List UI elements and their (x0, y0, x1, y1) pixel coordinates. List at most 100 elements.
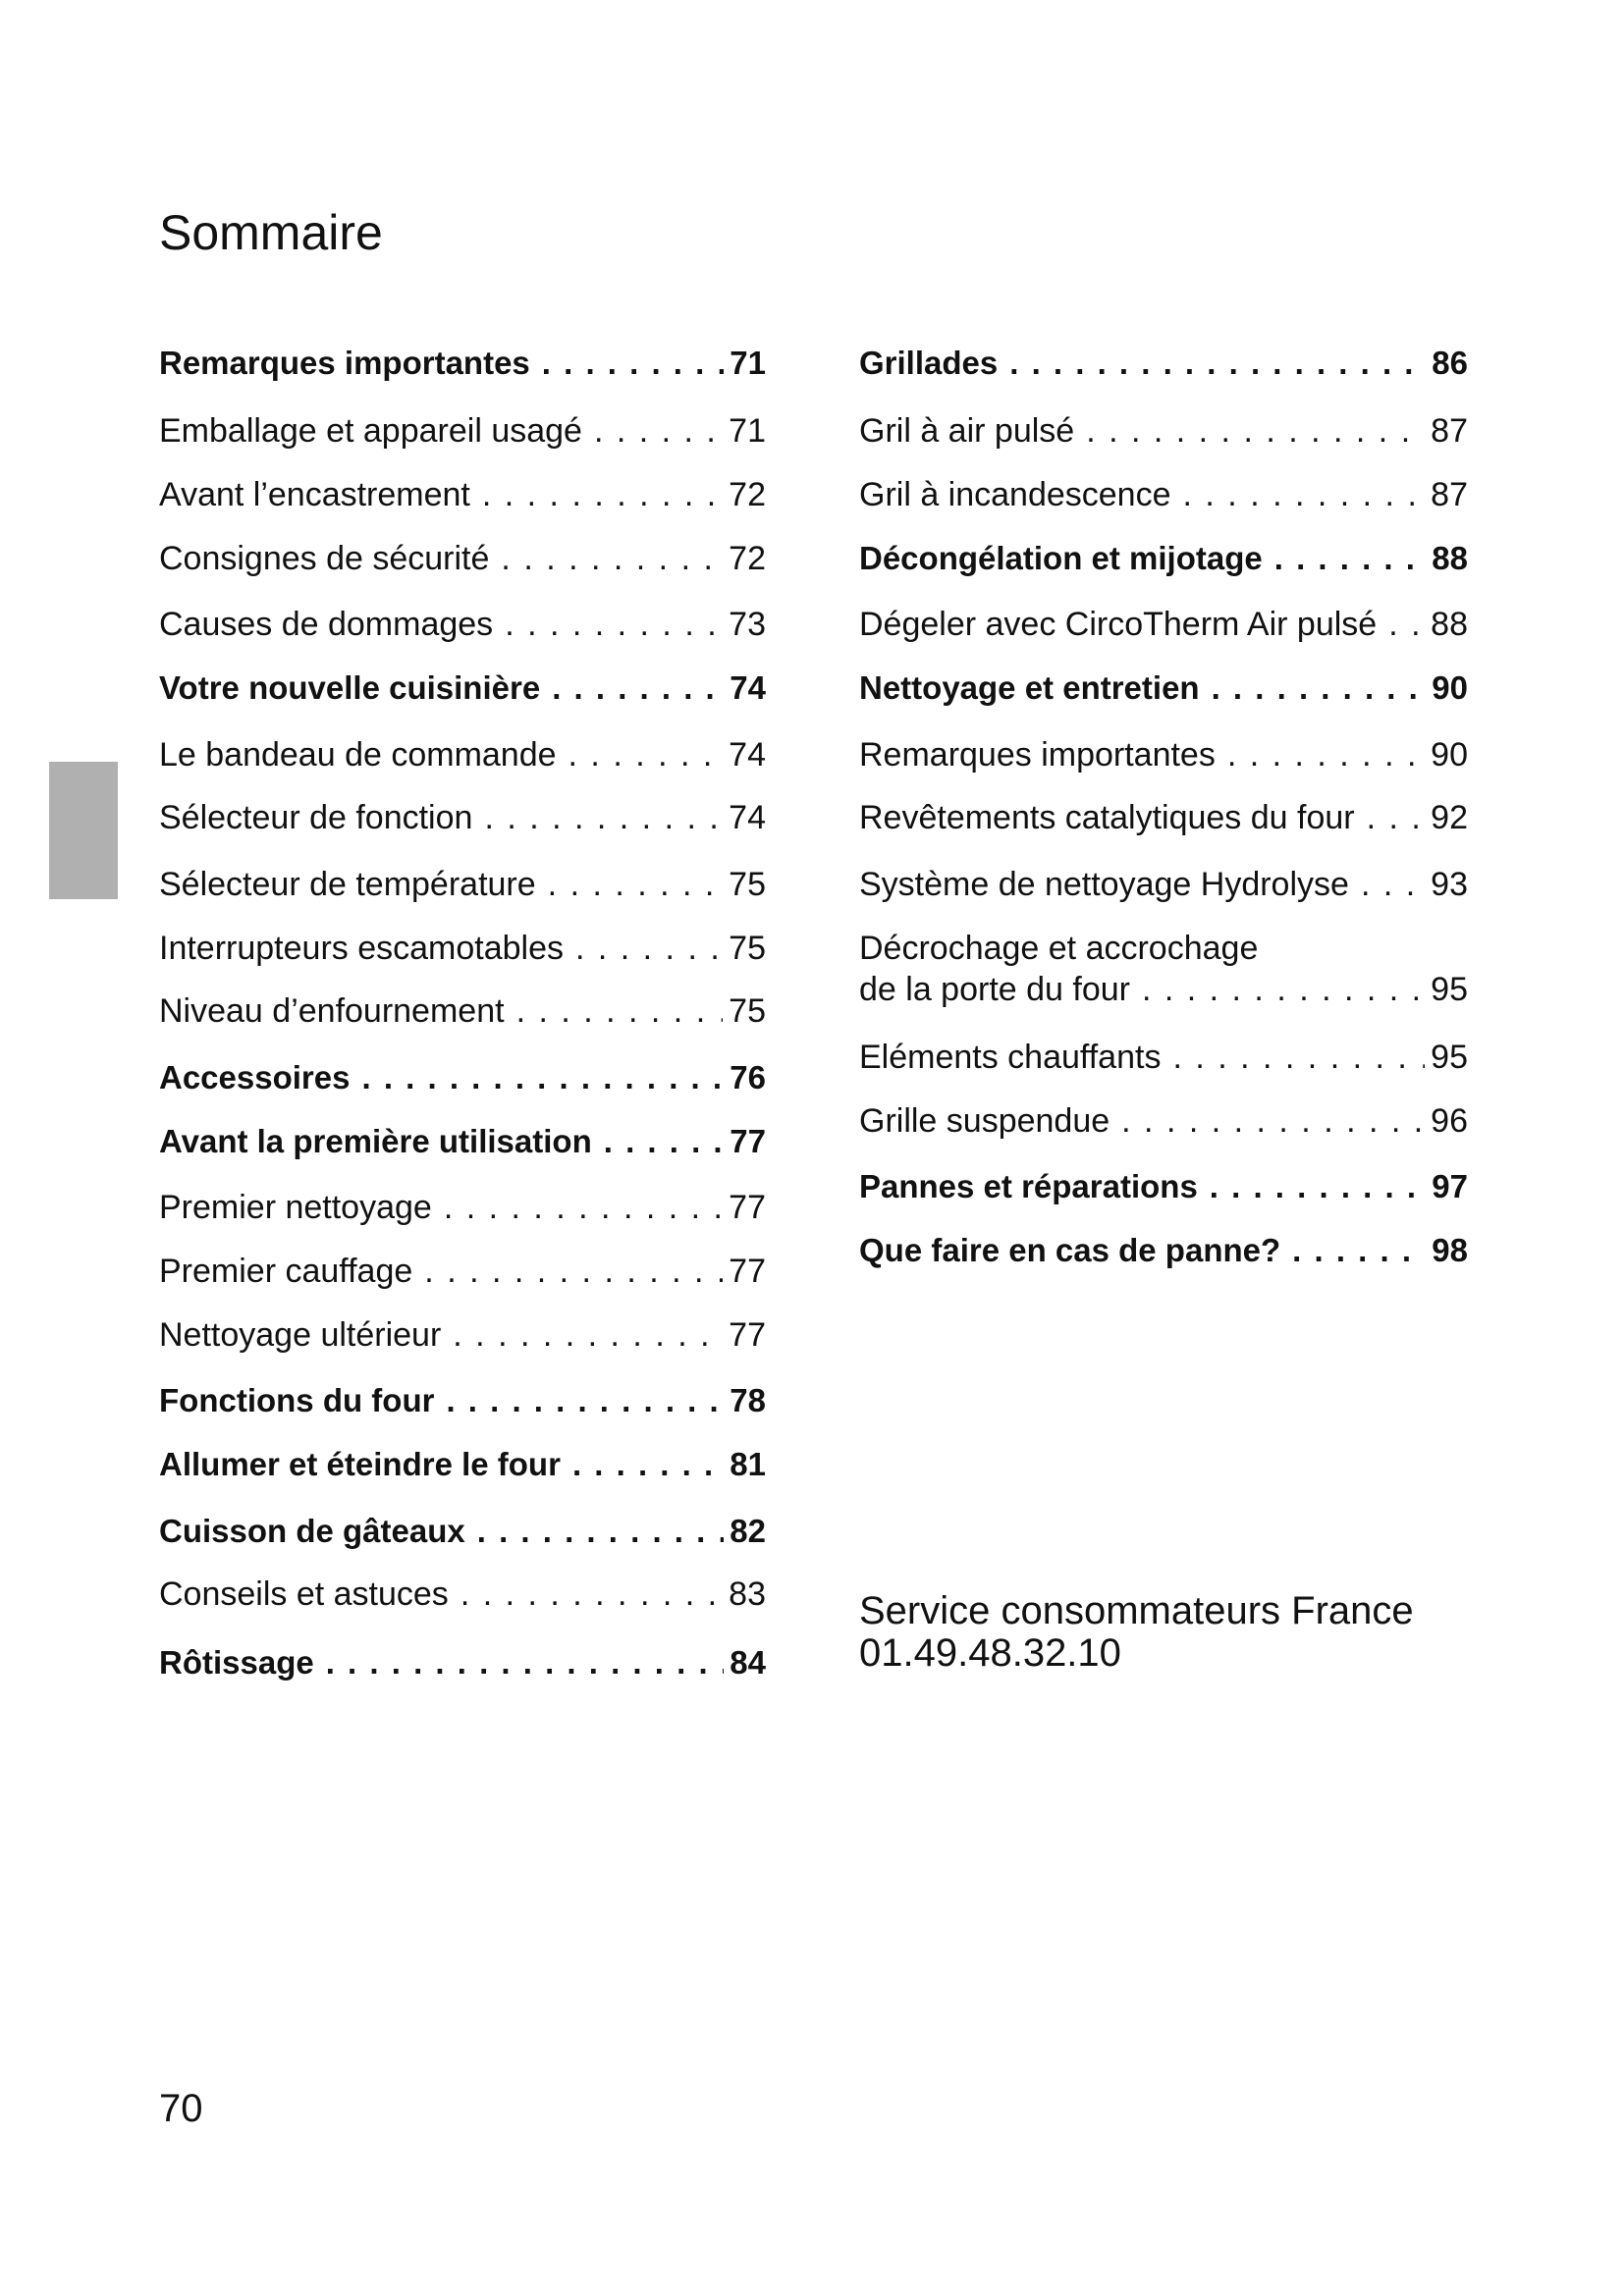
toc-entry: Niveau d’enfournement 75 (159, 987, 766, 1036)
toc-entry-label: Premier cauffage (159, 1253, 413, 1290)
toc-entry-page: 86 (1432, 345, 1468, 381)
toc-entry-label: Dégeler avec CircoTherm Air pulsé (859, 606, 1378, 643)
toc-entry: Remarques importantes 71 (159, 339, 766, 388)
toc-entry-label: Consignes de sécurité (159, 540, 490, 577)
toc-entry-page: 97 (1432, 1168, 1468, 1204)
customer-service: Service consommateurs France 01.49.48.32… (859, 1590, 1414, 1675)
dot-leader (361, 1053, 724, 1102)
toc-entry: Emballage et appareil usagé 71 (159, 406, 766, 455)
toc-entry-page: 95 (1431, 971, 1468, 1008)
dot-leader (501, 534, 723, 583)
toc-entry: Nettoyage et entretien 90 (859, 664, 1468, 713)
service-phone: 01.49.48.32.10 (859, 1631, 1121, 1675)
toc-entry-page: 77 (729, 1316, 766, 1354)
dot-leader (1172, 1033, 1425, 1082)
toc-entry: Remarques importantes 90 (859, 730, 1468, 779)
dot-leader (460, 1570, 723, 1619)
toc-entry: Nettoyage ultérieur 77 (159, 1310, 766, 1360)
toc-entry: Sélecteur de température 75 (159, 860, 766, 909)
toc-entry: Sélecteur de fonction 74 (159, 793, 766, 842)
toc-entry-label: de la porte du four (859, 971, 1130, 1008)
dot-leader (1388, 600, 1425, 649)
dot-leader (1121, 1096, 1425, 1146)
toc-entry-label: Le bandeau de commande (159, 736, 557, 774)
toc-entry-label: Premier nettoyage (159, 1189, 432, 1226)
toc-entry: Avant la première utilisation 77 (159, 1117, 766, 1166)
dot-leader (568, 730, 724, 779)
toc-entry: Allumer et éteindre le four 81 (159, 1440, 766, 1489)
dot-leader (505, 600, 723, 649)
toc-entry-page: 88 (1432, 540, 1468, 576)
toc-entry-label: Rôtissage (159, 1644, 314, 1681)
toc-entry-page: 76 (730, 1059, 766, 1095)
toc-entry-page: 84 (730, 1644, 766, 1681)
toc-entry-page: 77 (729, 1189, 766, 1226)
dot-leader (548, 860, 724, 909)
toc-entry-page: 98 (1432, 1232, 1468, 1268)
toc-entry-page: 72 (729, 540, 766, 577)
toc-entry: Cuisson de gâteaux 82 (159, 1507, 766, 1556)
toc-entry: Pannes et réparations 97 (859, 1162, 1468, 1211)
dot-leader (477, 1507, 725, 1556)
toc-entry-page: 77 (729, 1253, 766, 1290)
dot-leader (1367, 793, 1426, 842)
toc-entry-label: Revêtements catalytiques du four (859, 799, 1355, 836)
toc-entry-label: Cuisson de gâteaux (159, 1513, 465, 1549)
toc-entry-page: 75 (729, 866, 766, 903)
page-title: Sommaire (159, 205, 383, 260)
toc-entry-label: Remarques importantes (159, 345, 530, 381)
toc-entry: Système de nettoyage Hydrolyse 93 (859, 860, 1468, 909)
dot-leader (482, 470, 723, 519)
toc-entry: Que faire en cas de panne? 98 (859, 1226, 1468, 1275)
toc-entry-label: Accessoires (159, 1059, 351, 1095)
toc-entry-page: 74 (729, 799, 766, 836)
toc-entry-label: Sélecteur de fonction (159, 799, 473, 836)
toc-entry-page: 87 (1431, 412, 1468, 450)
dot-leader (453, 1310, 723, 1360)
toc-entry: Dégeler avec CircoTherm Air pulsé 88 (859, 600, 1468, 649)
service-label: Service consommateurs France (859, 1589, 1414, 1632)
dot-leader (1361, 860, 1425, 909)
section-tab-marker (49, 762, 118, 899)
dot-leader (1210, 1162, 1426, 1211)
toc-entry-page: 82 (730, 1513, 766, 1549)
toc-entry-label: Système de nettoyage Hydrolyse (859, 866, 1349, 903)
toc-entry-label: Nettoyage et entretien (859, 669, 1200, 706)
toc-entry: Interrupteurs escamotables 75 (159, 924, 766, 973)
toc-entry-label: Décrochage et accrochage (859, 930, 1259, 967)
toc-entry: Premier nettoyage 77 (159, 1183, 766, 1232)
dot-leader (1142, 965, 1425, 1014)
toc-entry: Gril à incandescence 87 (859, 470, 1468, 519)
toc-entry: Rôtissage 84 (159, 1638, 766, 1687)
dot-leader (1009, 339, 1426, 388)
toc-entry-page: 93 (1431, 866, 1468, 903)
dot-leader (604, 1117, 725, 1166)
toc-entry-label: Conseils et astuces (159, 1575, 449, 1613)
toc-entry: Grille suspendue 96 (859, 1096, 1468, 1146)
toc-entry: Le bandeau de commande 74 (159, 730, 766, 779)
toc-entry-page: 88 (1431, 606, 1468, 643)
toc-entry-label: Avant l’encastrement (159, 476, 470, 513)
toc-entry-page: 87 (1431, 476, 1468, 513)
toc-entry-page: 71 (729, 412, 766, 450)
toc-entry: Accessoires 76 (159, 1053, 766, 1102)
toc-entry-label: Eléments chauffants (859, 1039, 1162, 1076)
toc-entry: de la porte du four 95 (859, 965, 1468, 1014)
toc-entry: Revêtements catalytiques du four 92 (859, 793, 1468, 842)
toc-entry-page: 96 (1431, 1102, 1468, 1140)
dot-leader (424, 1247, 723, 1296)
toc-entry: Conseils et astuces 83 (159, 1570, 766, 1619)
toc-entry-page: 92 (1431, 799, 1468, 836)
toc-entry: Gril à air pulsé 87 (859, 406, 1468, 455)
toc-entry: Premier cauffage 77 (159, 1247, 766, 1296)
toc-entry: Eléments chauffants 95 (859, 1033, 1468, 1082)
dot-leader (572, 1440, 724, 1489)
toc-entry-label: Grillades (859, 345, 999, 381)
toc-entry-label: Remarques importantes (859, 736, 1216, 774)
page-number: 70 (159, 2087, 203, 2130)
dot-leader (1227, 730, 1425, 779)
dot-leader (484, 793, 723, 842)
dot-leader (1086, 406, 1425, 455)
toc-entry-page: 81 (730, 1446, 766, 1482)
toc-entry-label: Emballage et appareil usagé (159, 412, 582, 450)
